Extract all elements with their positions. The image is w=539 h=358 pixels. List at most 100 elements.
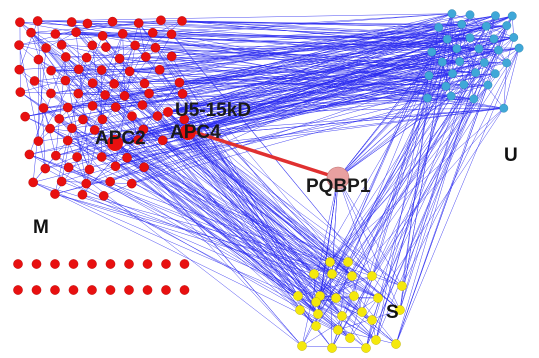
node-u[interactable]	[452, 44, 462, 54]
node-u[interactable]	[471, 68, 481, 78]
node-m[interactable]	[46, 88, 56, 99]
node-s[interactable]	[311, 321, 321, 331]
node-u[interactable]	[423, 93, 432, 103]
node-m[interactable]	[144, 88, 154, 99]
node-u[interactable]	[446, 91, 456, 101]
node-isolated[interactable]	[31, 259, 42, 269]
node-s[interactable]	[361, 343, 371, 353]
node-apc4[interactable]	[180, 124, 196, 140]
node-m[interactable]	[29, 76, 40, 86]
node-m[interactable]	[147, 27, 158, 38]
node-s[interactable]	[397, 281, 407, 291]
node-s[interactable]	[345, 333, 355, 343]
node-m[interactable]	[87, 40, 98, 51]
node-m[interactable]	[73, 64, 84, 75]
node-m[interactable]	[179, 114, 190, 125]
node-m[interactable]	[33, 54, 44, 65]
node-m[interactable]	[77, 189, 88, 200]
node-isolated[interactable]	[142, 285, 153, 295]
node-s[interactable]	[373, 293, 383, 303]
node-m[interactable]	[119, 91, 130, 101]
node-u[interactable]	[427, 47, 437, 57]
node-m[interactable]	[33, 136, 44, 146]
node-m[interactable]	[97, 114, 108, 125]
node-m[interactable]	[130, 40, 140, 51]
node-s[interactable]	[327, 343, 337, 353]
node-m[interactable]	[72, 152, 82, 162]
node-m[interactable]	[124, 66, 135, 77]
node-u[interactable]	[489, 34, 499, 44]
node-m[interactable]	[97, 31, 108, 41]
node-isolated[interactable]	[87, 285, 97, 295]
node-m[interactable]	[45, 123, 55, 134]
node-m[interactable]	[133, 135, 143, 145]
node-m[interactable]	[63, 162, 74, 173]
node-s[interactable]	[309, 269, 319, 279]
node-m[interactable]	[71, 27, 81, 38]
node-u[interactable]	[491, 11, 500, 21]
node-s[interactable]	[327, 269, 337, 279]
node-s[interactable]	[337, 311, 347, 321]
node-m[interactable]	[50, 189, 60, 199]
node-isolated[interactable]	[68, 259, 79, 269]
node-m[interactable]	[138, 124, 149, 135]
node-s[interactable]	[313, 309, 323, 319]
node-u[interactable]	[509, 33, 519, 42]
node-s[interactable]	[395, 305, 405, 315]
node-u[interactable]	[447, 9, 457, 19]
node-m[interactable]	[114, 53, 125, 64]
node-m[interactable]	[89, 125, 100, 135]
node-m[interactable]	[154, 64, 165, 75]
node-u[interactable]	[474, 44, 484, 54]
node-s[interactable]	[347, 271, 357, 281]
node-m[interactable]	[56, 40, 67, 50]
node-s[interactable]	[371, 335, 381, 345]
node-isolated[interactable]	[50, 285, 60, 295]
node-s[interactable]	[297, 341, 307, 351]
node-m[interactable]	[139, 78, 150, 89]
node-m[interactable]	[73, 88, 84, 99]
node-u[interactable]	[502, 21, 512, 30]
node-u[interactable]	[514, 43, 524, 53]
node-u[interactable]	[455, 57, 465, 66]
node-m[interactable]	[38, 103, 49, 113]
node-u[interactable]	[507, 11, 517, 21]
node-s[interactable]	[391, 339, 401, 349]
node-m[interactable]	[15, 87, 26, 97]
node-isolated[interactable]	[179, 259, 190, 269]
node-m[interactable]	[62, 135, 73, 146]
node-m[interactable]	[157, 135, 168, 146]
node-u[interactable]	[494, 45, 503, 55]
node-m[interactable]	[177, 16, 187, 26]
node-m[interactable]	[156, 15, 166, 26]
node-u[interactable]	[483, 80, 493, 90]
node-m[interactable]	[32, 16, 43, 26]
node-m[interactable]	[82, 18, 93, 29]
node-m[interactable]	[177, 88, 188, 99]
node-m[interactable]	[87, 101, 98, 111]
node-isolated[interactable]	[105, 285, 116, 295]
node-u[interactable]	[499, 103, 509, 113]
node-isolated[interactable]	[142, 259, 153, 269]
node-pqbp1[interactable]	[326, 166, 350, 190]
node-u5-15kd[interactable]	[163, 107, 173, 117]
node-m[interactable]	[150, 42, 161, 53]
node-m[interactable]	[96, 152, 107, 162]
node-u[interactable]	[465, 10, 475, 20]
node-s[interactable]	[293, 291, 303, 301]
node-isolated[interactable]	[105, 259, 116, 269]
node-m[interactable]	[46, 65, 56, 76]
node-s[interactable]	[295, 305, 305, 315]
node-m[interactable]	[51, 150, 61, 161]
node-m[interactable]	[105, 176, 115, 187]
node-m[interactable]	[166, 51, 177, 62]
node-m[interactable]	[101, 42, 111, 52]
node-u[interactable]	[434, 22, 444, 32]
node-m[interactable]	[126, 178, 137, 189]
node-apc2[interactable]	[107, 135, 123, 151]
node-m[interactable]	[110, 102, 121, 112]
node-isolated[interactable]	[124, 285, 134, 295]
node-m[interactable]	[139, 162, 149, 173]
node-m[interactable]	[122, 152, 132, 163]
node-s[interactable]	[331, 293, 341, 303]
